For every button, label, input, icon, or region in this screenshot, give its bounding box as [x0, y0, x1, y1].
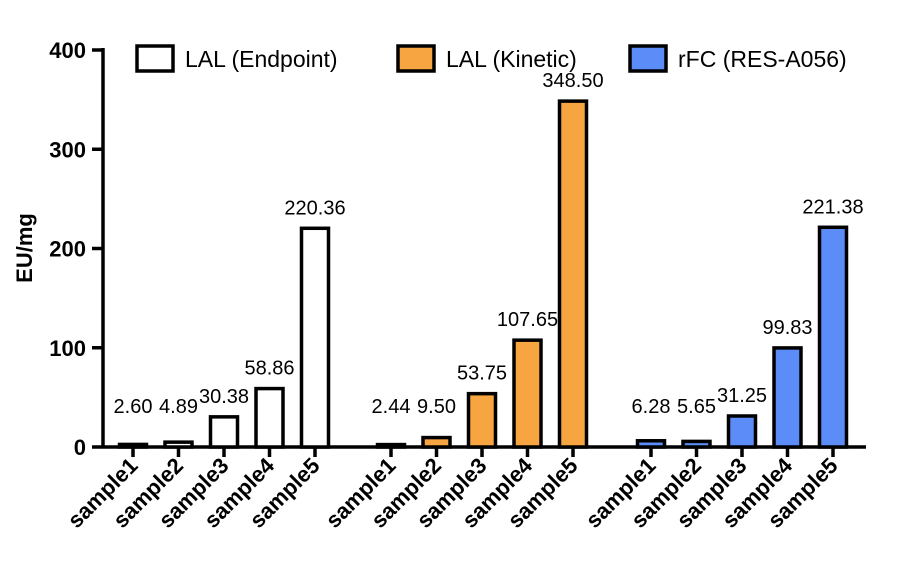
data-label: 6.28	[632, 396, 671, 418]
data-label: 53.75	[457, 363, 507, 385]
legend-label: LAL (Kinetic)	[446, 46, 577, 72]
bar-sample1-series-2	[375, 442, 407, 449]
y-axis: 0 100 200 300 400	[49, 38, 105, 460]
bar-sample4-series-1	[254, 386, 285, 449]
legend-label: LAL (Endpoint)	[185, 46, 338, 72]
bar-sample3-series-2	[466, 391, 498, 449]
data-label: 221.38	[802, 196, 863, 218]
y-axis-label: EU/mg	[12, 213, 37, 283]
y-tick-label: 100	[49, 336, 86, 361]
legend-swatch-series-3	[628, 44, 668, 73]
bar-sample2-series-2	[421, 435, 452, 449]
bar-sample1-series-3	[635, 439, 667, 449]
data-label: 220.36	[284, 197, 345, 219]
bar-sample5-series-3	[817, 225, 849, 449]
data-label: 5.65	[677, 396, 716, 418]
bar-sample4-series-2	[512, 338, 543, 449]
bar-sample5-series-1	[299, 226, 331, 449]
bar-sample5-series-2	[557, 99, 589, 449]
bar-sample2-series-3	[681, 439, 712, 449]
data-label: 9.50	[417, 396, 456, 418]
data-label: 99.83	[762, 317, 812, 339]
data-label: 107.65	[497, 309, 558, 331]
data-label: 4.89	[159, 396, 198, 418]
legend-label: rFC (RES-A056)	[678, 46, 847, 72]
x-axis: sample1sample2sample3sample4sample5sampl…	[63, 445, 866, 533]
legend-swatch-series-2	[396, 44, 436, 73]
data-label: 348.50	[542, 70, 603, 92]
bar-sample1-series-1	[117, 442, 149, 449]
y-tick-label: 300	[49, 137, 86, 162]
data-label: 2.44	[372, 396, 411, 418]
legend: LAL (Endpoint) LAL (Kinetic) rFC (RES-A056…	[135, 44, 847, 73]
y-tick-label: 0	[74, 435, 86, 460]
bar-sample4-series-3	[772, 346, 803, 449]
data-label: 2.60	[114, 396, 153, 418]
data-label: 58.86	[244, 358, 294, 380]
data-label: 31.25	[717, 385, 767, 407]
bars	[117, 99, 849, 449]
bar-sample3-series-1	[208, 415, 240, 449]
y-tick-label: 400	[49, 38, 86, 63]
y-tick-label: 200	[49, 237, 86, 262]
bar-sample2-series-1	[163, 440, 194, 449]
data-label: 30.38	[199, 386, 249, 408]
bar-sample3-series-3	[726, 414, 758, 449]
legend-swatch-series-1	[135, 44, 175, 73]
